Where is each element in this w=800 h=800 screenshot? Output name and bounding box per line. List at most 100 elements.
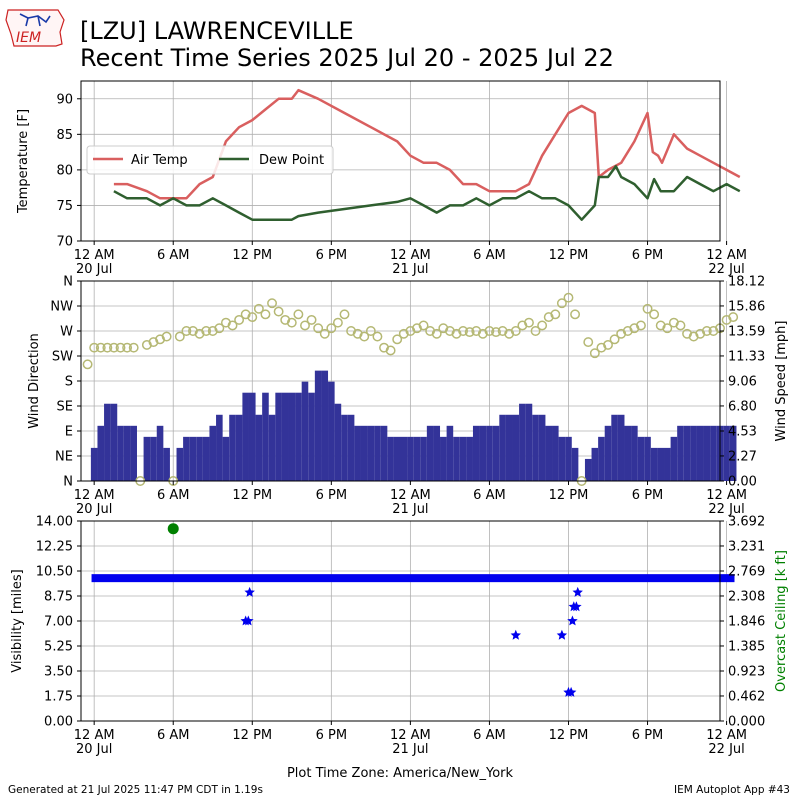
x-tick-label: 6 PM [632, 728, 663, 743]
wind-direction-marker [642, 303, 653, 314]
wind-direction-tick-label: E [65, 425, 73, 440]
wind-direction-marker [583, 337, 594, 348]
visibility-tick-label: 10.50 [36, 565, 73, 580]
wind-speed-tick-label: 15.86 [728, 299, 765, 314]
visibility-marker [510, 629, 521, 640]
visibility-marker [244, 586, 255, 597]
visibility-marker [567, 615, 578, 626]
visibility-tick-label: 14.00 [36, 515, 73, 530]
wind-speed-bar [426, 425, 434, 481]
x-tick-date-label: 22 Jul [708, 502, 744, 517]
temperature-plot-frame [80, 80, 721, 242]
footer-generated: Generated at 21 Jul 2025 11:47 PM CDT in… [8, 784, 263, 796]
iem-logo: IEM [5, 9, 65, 47]
wind-direction-tick-label: S [65, 375, 73, 390]
wind-speed-bar [624, 425, 632, 481]
x-tick-date-label: 20 Jul [76, 502, 112, 517]
wind-speed-bar [459, 436, 467, 481]
wind-speed-bar [216, 414, 223, 481]
wind-direction-marker [649, 309, 660, 320]
visibility-tick-label: 8.75 [44, 590, 73, 605]
wind-direction-marker [326, 323, 337, 334]
wind-direction-marker [458, 326, 469, 336]
wind-speed-bar [696, 425, 704, 481]
wind-speed-bar [321, 370, 329, 481]
ceiling-tick-label: 3.231 [728, 539, 765, 554]
wind-speed-bar [380, 425, 388, 481]
x-tick-label: 12 PM [549, 248, 589, 263]
y-tick-label: 75 [56, 199, 73, 214]
x-tick-date-label: 21 Jul [392, 262, 428, 277]
wind-speed-bar [723, 425, 730, 481]
wind-speed-bar [360, 425, 368, 481]
x-tick-date-label: 21 Jul [392, 742, 428, 757]
wind-direction-marker [234, 314, 245, 325]
wind-direction-marker [464, 327, 475, 338]
ceiling-ylabel: Overcast Ceiling [k ft] [774, 550, 789, 692]
wind-direction-marker [214, 323, 225, 334]
wind-speed-bar [453, 436, 460, 481]
wind-speed-bar [117, 425, 124, 481]
wind-direction-marker [181, 326, 192, 336]
wind-speed-bar [591, 447, 599, 481]
wind-speed-tick-label: 0.00 [728, 475, 757, 490]
wind-direction-marker [359, 331, 370, 342]
wind-speed-bar [532, 414, 539, 481]
wind-speed-bar [407, 436, 414, 481]
wind-speed-bar [466, 436, 473, 481]
wind-speed-bar [268, 414, 276, 481]
wind-speed-bar [571, 447, 579, 481]
x-tick-label: 12 AM [390, 728, 431, 743]
ceiling-tick-label: 1.846 [728, 615, 765, 630]
air-temp-line [113, 88, 741, 200]
wind-direction-marker [293, 309, 304, 320]
wind-direction-marker [128, 342, 139, 353]
wind-direction-marker [108, 342, 119, 353]
wind-speed-bar [288, 392, 296, 481]
wind-speed-ylabel: Wind Speed [mph] [774, 321, 789, 442]
wind-direction-marker [339, 309, 350, 320]
wind-speed-bar [275, 392, 282, 481]
visibility-baseline-band [91, 574, 735, 583]
x-tick-label: 6 PM [632, 248, 663, 263]
wind-speed-bar [183, 436, 190, 481]
wind-direction-marker [563, 292, 574, 303]
wind-speed-bar [617, 414, 625, 481]
wind-speed-bar [584, 458, 592, 481]
wind-speed-bar [334, 403, 342, 481]
wind-speed-bar [440, 436, 447, 481]
wind-direction-tick-label: NE [55, 450, 73, 465]
visibility-tick-label: 5.25 [44, 640, 73, 655]
wind-speed-bar [156, 425, 164, 481]
wind-speed-bar [242, 392, 249, 481]
ceiling-tick-label: 2.769 [728, 565, 765, 580]
wind-speed-bar [558, 436, 566, 481]
x-tick-date-label: 20 Jul [76, 742, 112, 757]
visibility-tick-label: 3.50 [44, 665, 73, 680]
wind-speed-tick-label: 4.53 [728, 425, 757, 440]
x-tick-label: 6 PM [316, 248, 347, 263]
ceiling-tick-label: 1.385 [728, 639, 765, 654]
wind-speed-bar [97, 425, 105, 481]
wind-speed-bar [492, 425, 500, 481]
visibility-marker [243, 615, 254, 626]
wind-direction-marker [728, 312, 739, 323]
wind-direction-tick-label: SE [57, 400, 73, 415]
wind-direction-marker [89, 342, 100, 353]
wind-speed-bar [413, 436, 421, 481]
wind-direction-marker [385, 345, 396, 356]
wind-speed-bar [650, 447, 658, 481]
wind-speed-bar [598, 436, 605, 481]
wind-speed-bar [479, 425, 487, 481]
wind-direction-marker [267, 298, 277, 309]
x-tick-date-label: 22 Jul [708, 742, 744, 757]
wind-speed-bar [611, 414, 618, 481]
ceiling-tick-label: 3.692 [728, 515, 765, 530]
wind-speed-bar [512, 414, 520, 481]
wind-direction-marker [306, 314, 317, 325]
wind-speed-bar [525, 403, 533, 481]
wind-speed-bar [104, 403, 111, 481]
wind-speed-bar [505, 414, 513, 481]
wind-direction-axis: N NE E SE S SW W NW N [50, 275, 81, 490]
